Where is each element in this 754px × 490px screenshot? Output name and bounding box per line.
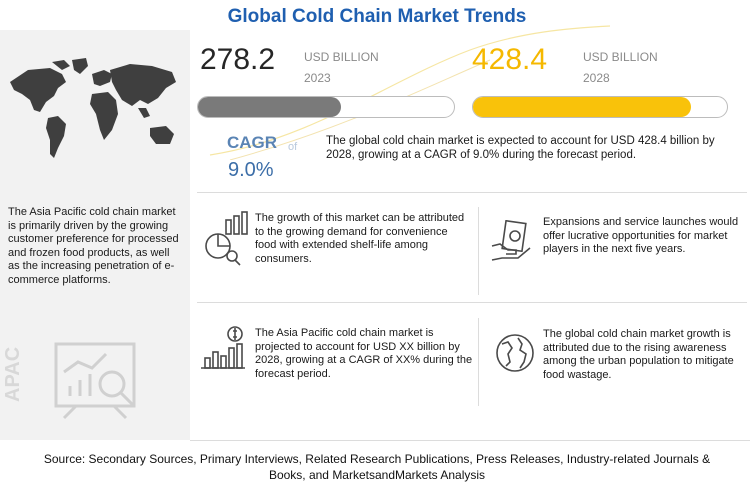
divider-vertical <box>478 318 479 406</box>
cagr-label: CAGR <box>227 133 278 152</box>
source-text: Source: Secondary Sources, Primary Inter… <box>43 452 711 482</box>
sidebar-text: The Asia Pacific cold chain market is pr… <box>8 206 179 286</box>
cagr-value: 9.0% <box>228 159 274 181</box>
year-2023: 2023 <box>304 71 331 85</box>
unit-2023: USD BILLION <box>304 50 379 64</box>
divider-vertical <box>478 207 479 295</box>
bar-track-2028 <box>472 96 728 118</box>
cagr-of: of <box>288 141 298 153</box>
bar-2028 <box>473 97 692 117</box>
bar-2023 <box>198 97 341 117</box>
bar-track-2023 <box>197 96 455 118</box>
insight-1-text: The growth of this market can be attribu… <box>255 212 465 265</box>
value-2023: 278.2 <box>200 43 276 76</box>
growth-chart-icon <box>201 326 245 369</box>
analytics-board-icon <box>54 342 136 420</box>
divider <box>190 440 750 441</box>
divider <box>197 192 747 193</box>
unit-2028: USD BILLION <box>583 50 658 64</box>
food-chart-icon <box>205 211 248 266</box>
insight-4-text: The global cold chain market growth is a… <box>543 328 734 381</box>
divider <box>197 302 747 303</box>
value-2028: 428.4 <box>472 43 548 76</box>
left-panel: The Asia Pacific cold chain market is pr… <box>0 30 190 440</box>
insight-3-text: The Asia Pacific cold chain market is pr… <box>255 327 473 380</box>
source-note: Source: Secondary Sources, Primary Inter… <box>0 451 754 483</box>
year-2028: 2028 <box>583 71 610 85</box>
summary-text: The global cold chain market is expected… <box>326 135 715 161</box>
region-label: APAC <box>2 346 24 402</box>
world-map-icon <box>10 58 176 158</box>
page-title: Global Cold Chain Market Trends <box>227 6 527 27</box>
insight-2-text: Expansions and service launches would of… <box>543 216 739 255</box>
globe-icon <box>496 334 534 372</box>
money-hand-icon <box>491 220 531 261</box>
